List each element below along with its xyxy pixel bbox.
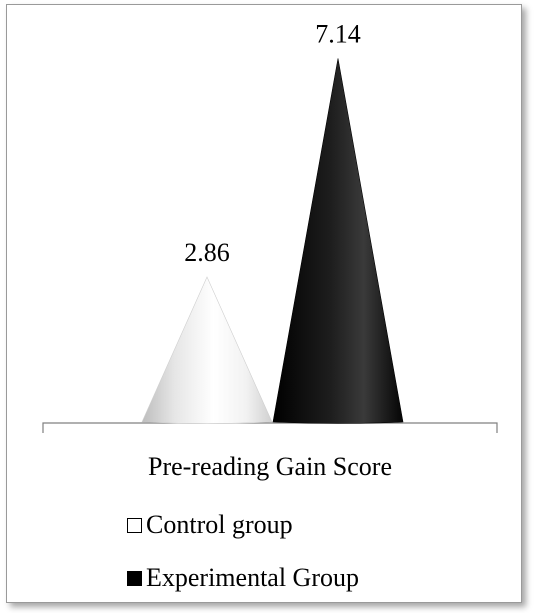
legend-swatch-control (127, 517, 142, 533)
chart-frame (6, 4, 522, 603)
legend-label-control: Control group (146, 510, 293, 539)
cone-control (141, 276, 273, 424)
legend-item-experimental: Experimental Group (127, 561, 359, 595)
x-category-label: Pre-reading Gain Score (148, 452, 392, 481)
legend-swatch-experimental (127, 570, 142, 586)
x-axis-line (42, 422, 498, 433)
legend-label-experimental: Experimental Group (146, 563, 359, 592)
legend-item-control: Control group (127, 508, 293, 542)
cone-experimental (272, 58, 404, 424)
data-label-experimental: 7.14 (315, 19, 361, 48)
data-label-control: 2.86 (184, 238, 230, 267)
